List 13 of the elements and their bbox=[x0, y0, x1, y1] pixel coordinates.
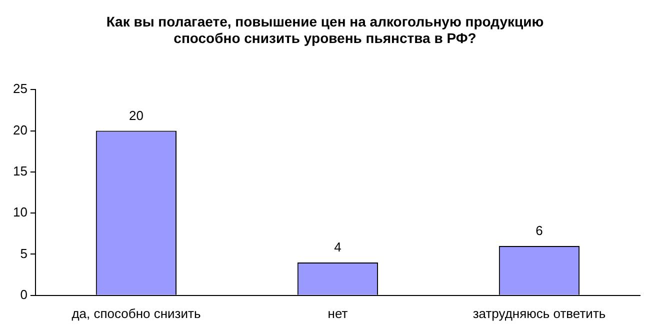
y-tick-label: 20 bbox=[12, 122, 28, 138]
x-tick-label: затрудняюсь ответить bbox=[472, 306, 606, 321]
y-tick-label: 0 bbox=[20, 286, 28, 302]
x-tick-label: да, способно снизить bbox=[72, 306, 201, 321]
chart-title: Как вы полагаете, повышение цен на алкогольную продукцию способно снизить уровень пьянства в РФ? bbox=[106, 13, 544, 46]
y-tick-label: 15 bbox=[12, 164, 28, 178]
x-tick-label: нет bbox=[328, 306, 348, 321]
y-tick-label: 25 bbox=[12, 81, 28, 96]
data-label: 6 bbox=[536, 223, 543, 238]
data-label: 20 bbox=[128, 108, 144, 123]
data-label: 4 bbox=[334, 240, 342, 255]
y-tick-label: 5 bbox=[20, 246, 28, 261]
y-tick-label: 10 bbox=[12, 204, 28, 220]
